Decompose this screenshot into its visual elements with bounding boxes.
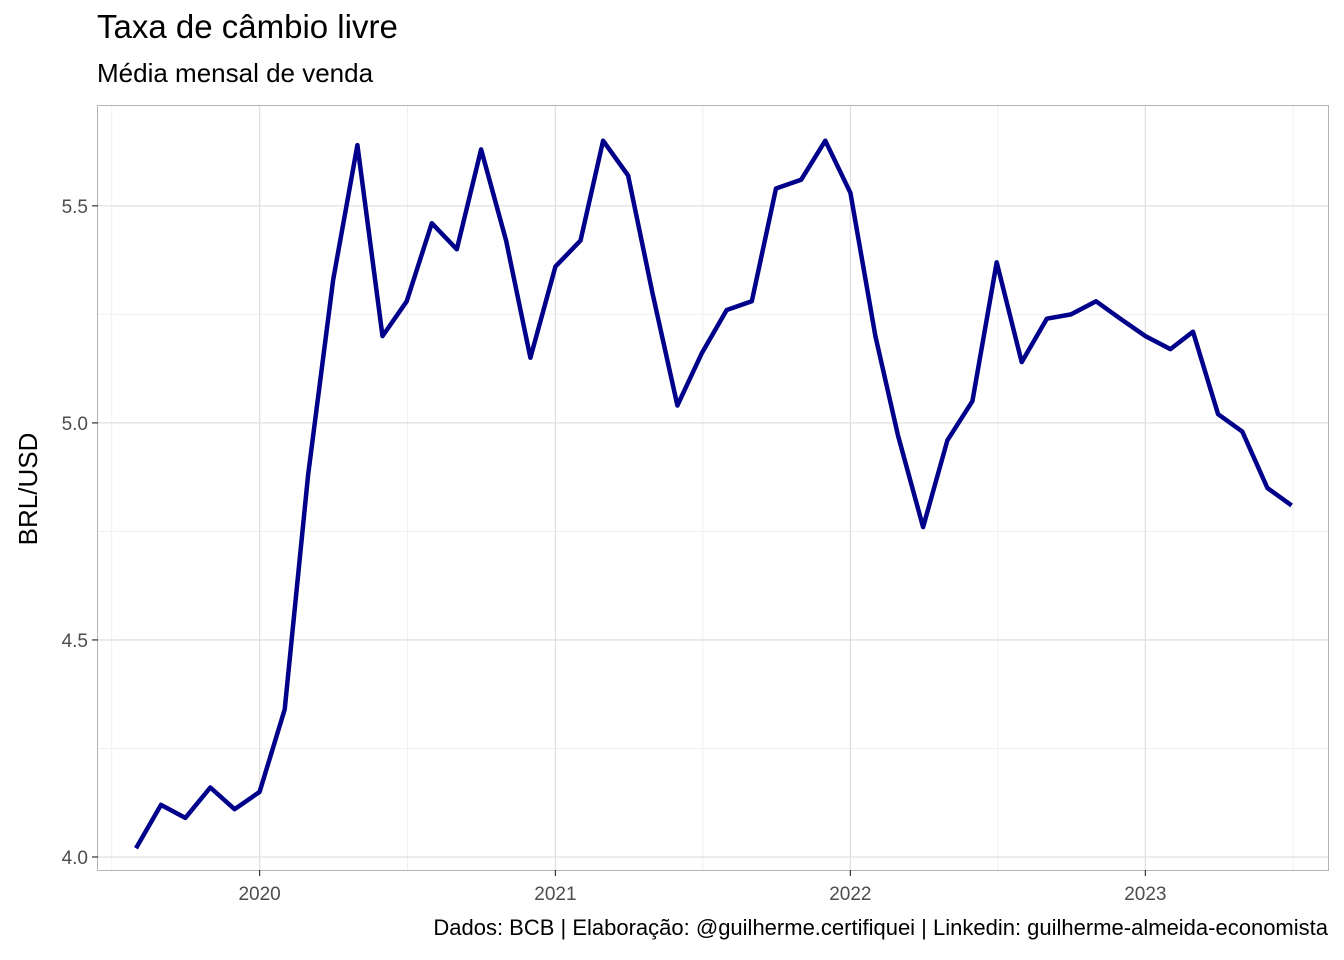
x-axis: 2020 2021 2022 2023 <box>238 870 1166 905</box>
chart-caption: Dados: BCB | Elaboração: @guilherme.cert… <box>433 915 1328 940</box>
x-tick-label: 2021 <box>534 884 576 905</box>
plot-panel <box>97 105 1329 871</box>
chart-subtitle: Média mensal de venda <box>97 58 374 88</box>
chart-title: Taxa de câmbio livre <box>97 8 398 45</box>
y-tick-label: 5.0 <box>62 414 88 435</box>
x-tick-label: 2020 <box>238 884 280 905</box>
y-tick-label: 5.5 <box>62 197 88 218</box>
y-tick-label: 4.5 <box>62 631 88 652</box>
y-axis-title: BRL/USD <box>13 433 43 546</box>
x-tick-label: 2022 <box>829 884 871 905</box>
series-line <box>134 138 1293 850</box>
grid-lines <box>98 106 1328 870</box>
y-axis: 4.0 4.5 5.0 5.5 <box>62 197 98 869</box>
x-tick-label: 2023 <box>1124 884 1166 905</box>
y-tick-label: 4.0 <box>62 848 88 869</box>
